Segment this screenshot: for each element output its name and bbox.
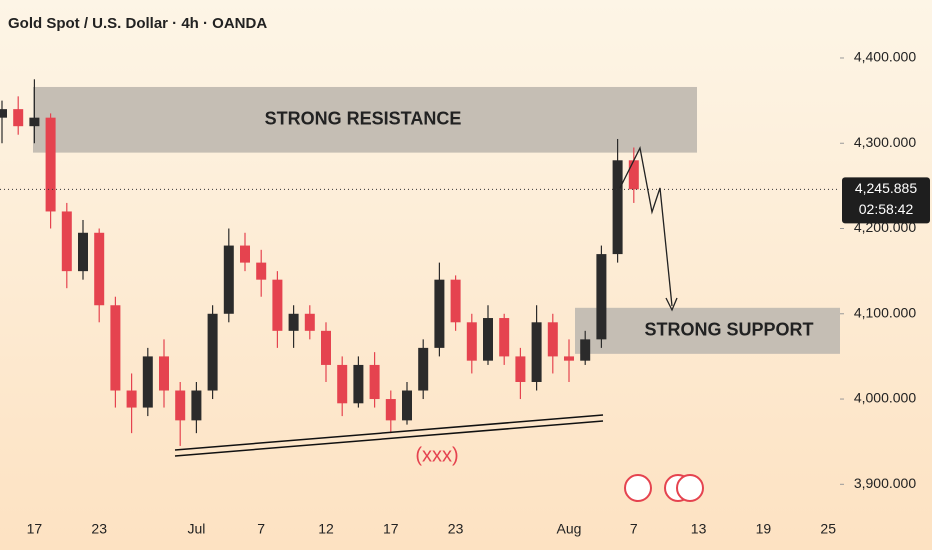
- x-tick-label: 7: [630, 521, 638, 537]
- y-tick-label: 4,000.000: [854, 390, 916, 406]
- chart-title: Gold Spot / U.S. Dollar · 4h · OANDA: [8, 15, 267, 32]
- candle-body: [191, 390, 202, 421]
- candle-body: [142, 356, 153, 408]
- candle-body: [483, 318, 493, 361]
- candle-body: [531, 322, 542, 382]
- candle-body: [515, 356, 526, 382]
- candle-body: [612, 160, 623, 255]
- candle-body: [45, 117, 56, 212]
- resistance-label: STRONG RESISTANCE: [265, 109, 462, 129]
- candle-body: [29, 117, 40, 127]
- candle-body: [13, 109, 24, 127]
- projection-arrow: [619, 145, 673, 307]
- x-tick-label: 23: [91, 521, 107, 537]
- candle-body: [256, 262, 267, 280]
- y-tick-label: 4,100.000: [854, 304, 916, 320]
- candle-body: [207, 313, 218, 391]
- candle-body: [159, 356, 169, 391]
- candle-body: [78, 232, 88, 272]
- candle-body: [434, 279, 445, 348]
- candle-body: [337, 364, 348, 404]
- event-icons: [624, 474, 704, 502]
- candle-body: [499, 318, 510, 357]
- candle-body: [369, 364, 380, 400]
- support-zone: [575, 307, 840, 354]
- support-label: STRONG SUPPORT: [644, 320, 813, 340]
- x-tick-label: 7: [257, 521, 265, 537]
- candle-body: [272, 279, 283, 331]
- candle-body: [321, 330, 331, 365]
- candle-body: [628, 160, 639, 190]
- x-tick-label: 12: [318, 521, 334, 537]
- candle-body: [353, 364, 364, 404]
- x-tick-label: 17: [383, 521, 399, 537]
- x-tick-label: Aug: [557, 521, 582, 537]
- candle-body: [580, 339, 591, 361]
- candle-body: [0, 109, 7, 118]
- last-price-label: 4,245.885: [855, 180, 917, 196]
- countdown: 02:58:42: [859, 201, 914, 217]
- candle-body: [110, 305, 121, 391]
- candle-body: [126, 390, 137, 408]
- pattern-label: (xxx): [415, 444, 458, 466]
- candle-body: [547, 322, 558, 357]
- x-tick-label: 17: [27, 521, 43, 537]
- candle-body: [418, 347, 429, 391]
- candle-body: [94, 232, 105, 306]
- candle-body: [240, 245, 250, 263]
- y-tick-label: 4,300.000: [854, 134, 916, 150]
- y-tick-label: 3,900.000: [854, 475, 916, 491]
- x-tick-label: 13: [691, 521, 707, 537]
- resistance-zone: [33, 86, 697, 153]
- x-tick-label: 25: [820, 521, 836, 537]
- arrow-head: [665, 297, 678, 312]
- trendline: [174, 414, 604, 451]
- x-tick-label: 19: [756, 521, 772, 537]
- candle-body: [288, 313, 299, 331]
- candle-body: [450, 279, 461, 323]
- candle-body: [304, 313, 315, 331]
- candle-body: [596, 254, 607, 340]
- candle-body: [61, 211, 72, 272]
- trendline: [174, 420, 604, 457]
- y-tick-label: 4,400.000: [854, 49, 916, 65]
- last-price-box: [842, 177, 930, 224]
- candle-body: [223, 245, 234, 314]
- candle-body: [175, 390, 186, 421]
- candle-body: [466, 322, 477, 361]
- candle-body: [564, 356, 574, 361]
- candle-body: [385, 399, 396, 421]
- x-tick-label: 23: [448, 521, 464, 537]
- candle-body: [402, 390, 412, 421]
- x-tick-label: Jul: [187, 521, 205, 537]
